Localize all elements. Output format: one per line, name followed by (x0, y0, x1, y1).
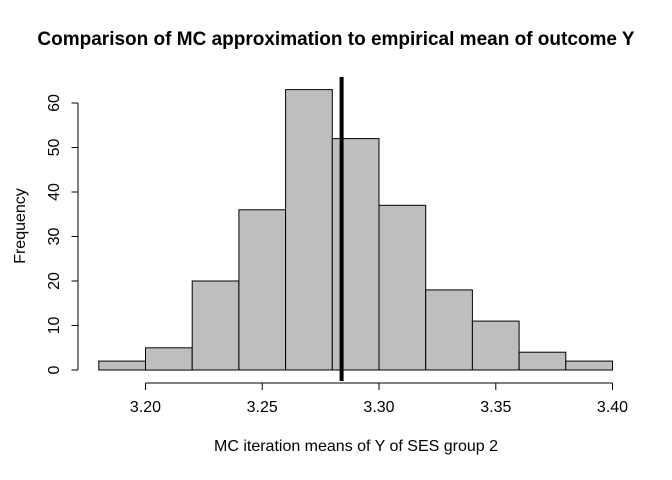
histogram-bar (285, 89, 333, 371)
histogram-bar (145, 347, 193, 371)
histogram-bar (518, 351, 567, 371)
y-tick-label: 60 (46, 94, 63, 112)
x-tick-label: 3.30 (363, 399, 394, 416)
histogram-bar (565, 360, 613, 371)
x-tick-label: 3.35 (480, 399, 511, 416)
y-tick-label: 50 (46, 139, 63, 157)
x-tick-label: 3.20 (130, 399, 161, 416)
histogram-bar (98, 360, 147, 371)
chart-title: Comparison of MC approximation to empiri… (37, 29, 635, 50)
x-tick-label: 3.40 (597, 399, 628, 416)
y-tick-label: 40 (46, 183, 63, 201)
y-tick-label: 30 (46, 228, 63, 246)
histogram-bar (425, 289, 473, 371)
x-axis-label: MC iteration means of Y of SES group 2 (213, 438, 498, 455)
y-tick-label: 10 (46, 317, 63, 335)
y-axis-label: Frequency (12, 188, 29, 264)
histogram-bar (331, 138, 380, 371)
histogram-bar (378, 204, 427, 371)
histogram-bar (238, 209, 287, 371)
histogram-bar (471, 320, 520, 371)
y-tick-label: 20 (46, 272, 63, 290)
histogram-bar (191, 280, 240, 371)
x-tick-label: 3.25 (247, 399, 278, 416)
y-tick-label: 0 (46, 365, 63, 374)
